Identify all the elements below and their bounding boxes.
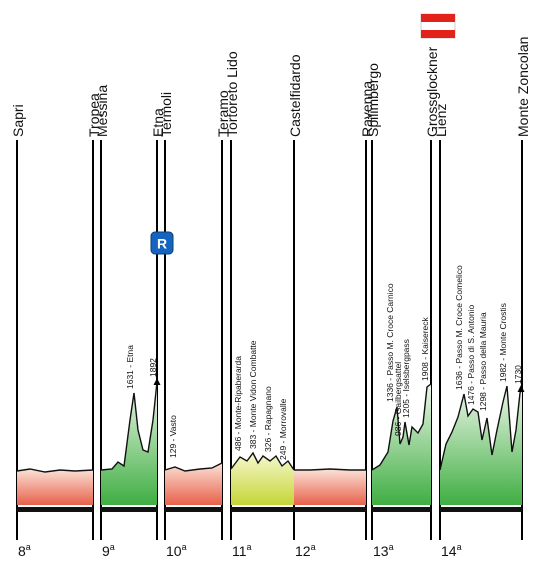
stage-baseline-bar [440,507,522,512]
stage-baseline-bar [101,507,157,512]
stage-baseline-bar [372,507,431,512]
stage-number-label: 9a [102,542,115,559]
climb-label: 1298 - Passo della Mauria [478,312,488,411]
stage-profile-line [164,462,223,472]
climb-label: 1908 - Kaisereck [420,316,430,381]
town-label: Termoli [158,92,174,137]
stage-profile-area [17,469,93,505]
town-label: Ravenna [359,81,375,137]
climb-label: 249 - Morrovalle [278,398,288,460]
town-label: Teramo [215,90,231,137]
climb-label: 326 - Rapagnano [263,386,273,452]
stage-profile-line [230,451,295,471]
climb-label: 1205 - Iselsbergpass [401,339,411,418]
climb-label: 129 - Vasto [168,415,178,458]
stage-profile-area [372,384,431,505]
summit-finish-marker [517,385,525,392]
summit-finish-label: 1892 [148,358,158,377]
stage-profile-area [294,469,366,505]
stage-profile-area [101,382,157,505]
climb-label: 1982 - Monte Crostis [498,303,508,382]
stage-profile-area [440,386,522,505]
climb-label: 1336 - Passo M. Croce Carnico [385,283,395,402]
town-label: Monte Zoncolan [515,37,531,137]
stage-number-label: 8a [18,542,31,559]
stage-profile-line [100,381,158,471]
rest-day-badge: R [150,231,174,255]
climb-label: 1631 - Etna [125,345,135,389]
town-label: Spilimbergo [365,63,381,137]
stage-profile-line [371,383,432,471]
stage-number-label: 10a [166,542,187,559]
climb-label: 1636 - Passo M. Croce Comelico [454,265,464,390]
climb-label: 486 - Monte-Ripaberarda [233,356,243,451]
stage-baseline-bar [294,507,366,512]
stage-profile-line [16,468,94,473]
town-label: Castelfidardo [287,54,303,137]
stage-baseline-bar [17,507,93,512]
stage-number-label: 12a [295,542,316,559]
town-label: Messina [94,85,110,137]
climb-label: 986 - Gailbergsattel [393,362,403,436]
austria-flag-icon [420,13,456,39]
stage-baseline-bar [231,507,294,512]
town-label: Sapri [10,104,26,137]
town-label: Lienz [433,104,449,137]
stage-baseline-bar [165,507,222,512]
stage-profile-area [231,453,294,505]
rest-day-badge-label: R [157,236,167,252]
town-label: Etna [150,108,166,137]
town-label: Grossglockner [424,46,440,137]
climb-label: 383 - Monte Vidon Combatte [248,340,258,449]
stage-profile-line [439,385,523,471]
stage-number-label: 11a [232,542,252,559]
summit-finish-label: 1730 [513,365,523,384]
climb-label: 1476 - Passo di S. Antonio [466,305,476,405]
town-label: Tortoreto Lido [224,51,240,137]
stage-number-label: 14a [441,542,462,559]
town-label: Tropea [86,93,102,137]
summit-finish-marker [153,378,161,385]
stage-profile-area [165,463,222,505]
stage-number-label: 13a [373,542,394,559]
stage-profile-line [294,468,366,471]
